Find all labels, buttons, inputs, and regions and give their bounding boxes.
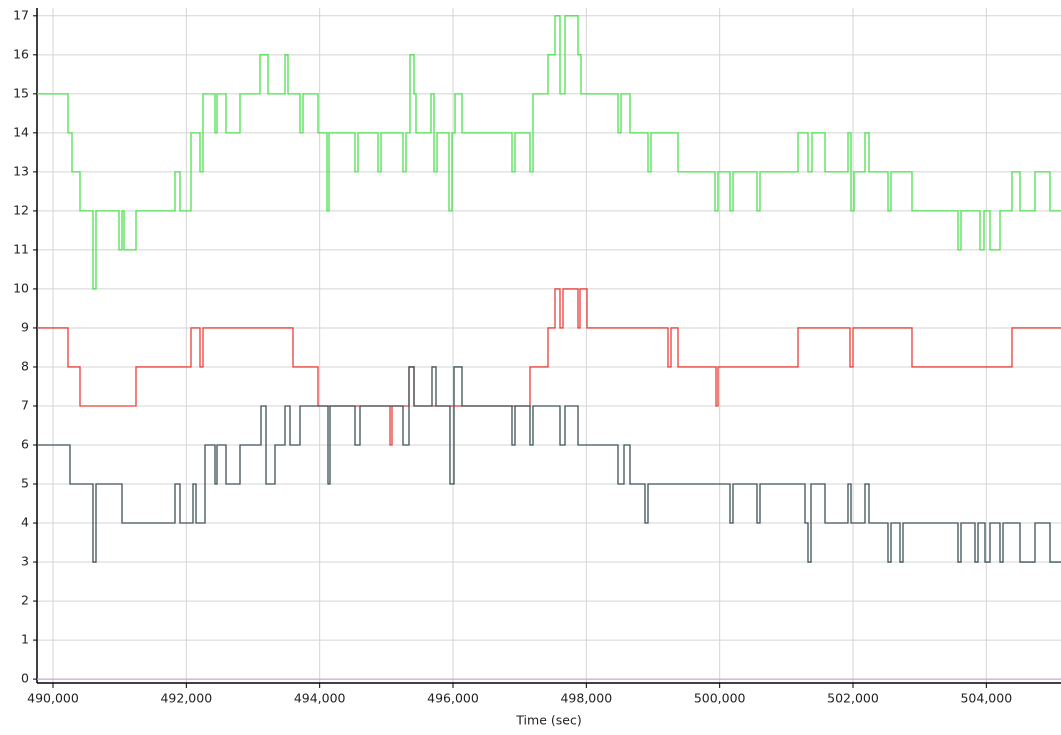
y-tick-label: 0	[21, 671, 29, 686]
y-tick-label: 2	[21, 593, 29, 608]
y-tick-label: 12	[13, 202, 29, 217]
y-tick-label: 9	[21, 319, 29, 334]
x-axis-label: Time (sec)	[515, 713, 581, 728]
x-tick-label: 502,000	[827, 691, 879, 706]
y-tick-label: 13	[13, 163, 29, 178]
x-tick-label: 504,000	[960, 691, 1012, 706]
y-tick-label: 7	[21, 397, 29, 412]
y-tick-label: 4	[21, 515, 29, 530]
x-tick-label: 498,000	[560, 691, 612, 706]
series-line	[37, 288, 1061, 446]
y-tick-label: 10	[13, 280, 29, 295]
y-tick-label: 8	[21, 358, 29, 373]
x-tick-label: 500,000	[694, 691, 746, 706]
y-tick-label: 6	[21, 436, 29, 451]
y-tick-label: 5	[21, 476, 29, 491]
y-tick-label: 11	[13, 241, 29, 256]
y-tick-label: 14	[13, 124, 29, 139]
series-line	[37, 15, 1061, 290]
x-tick-label: 492,000	[160, 691, 212, 706]
x-tick-label: 490,000	[27, 691, 79, 706]
y-tick-label: 16	[13, 46, 29, 61]
series-line	[37, 366, 1061, 563]
x-tick-label: 496,000	[427, 691, 479, 706]
y-tick-label: 17	[13, 7, 29, 22]
x-tick-label: 494,000	[294, 691, 346, 706]
y-tick-label: 15	[13, 85, 29, 100]
y-tick-label: 1	[21, 632, 29, 647]
y-tick-label: 3	[21, 554, 29, 569]
